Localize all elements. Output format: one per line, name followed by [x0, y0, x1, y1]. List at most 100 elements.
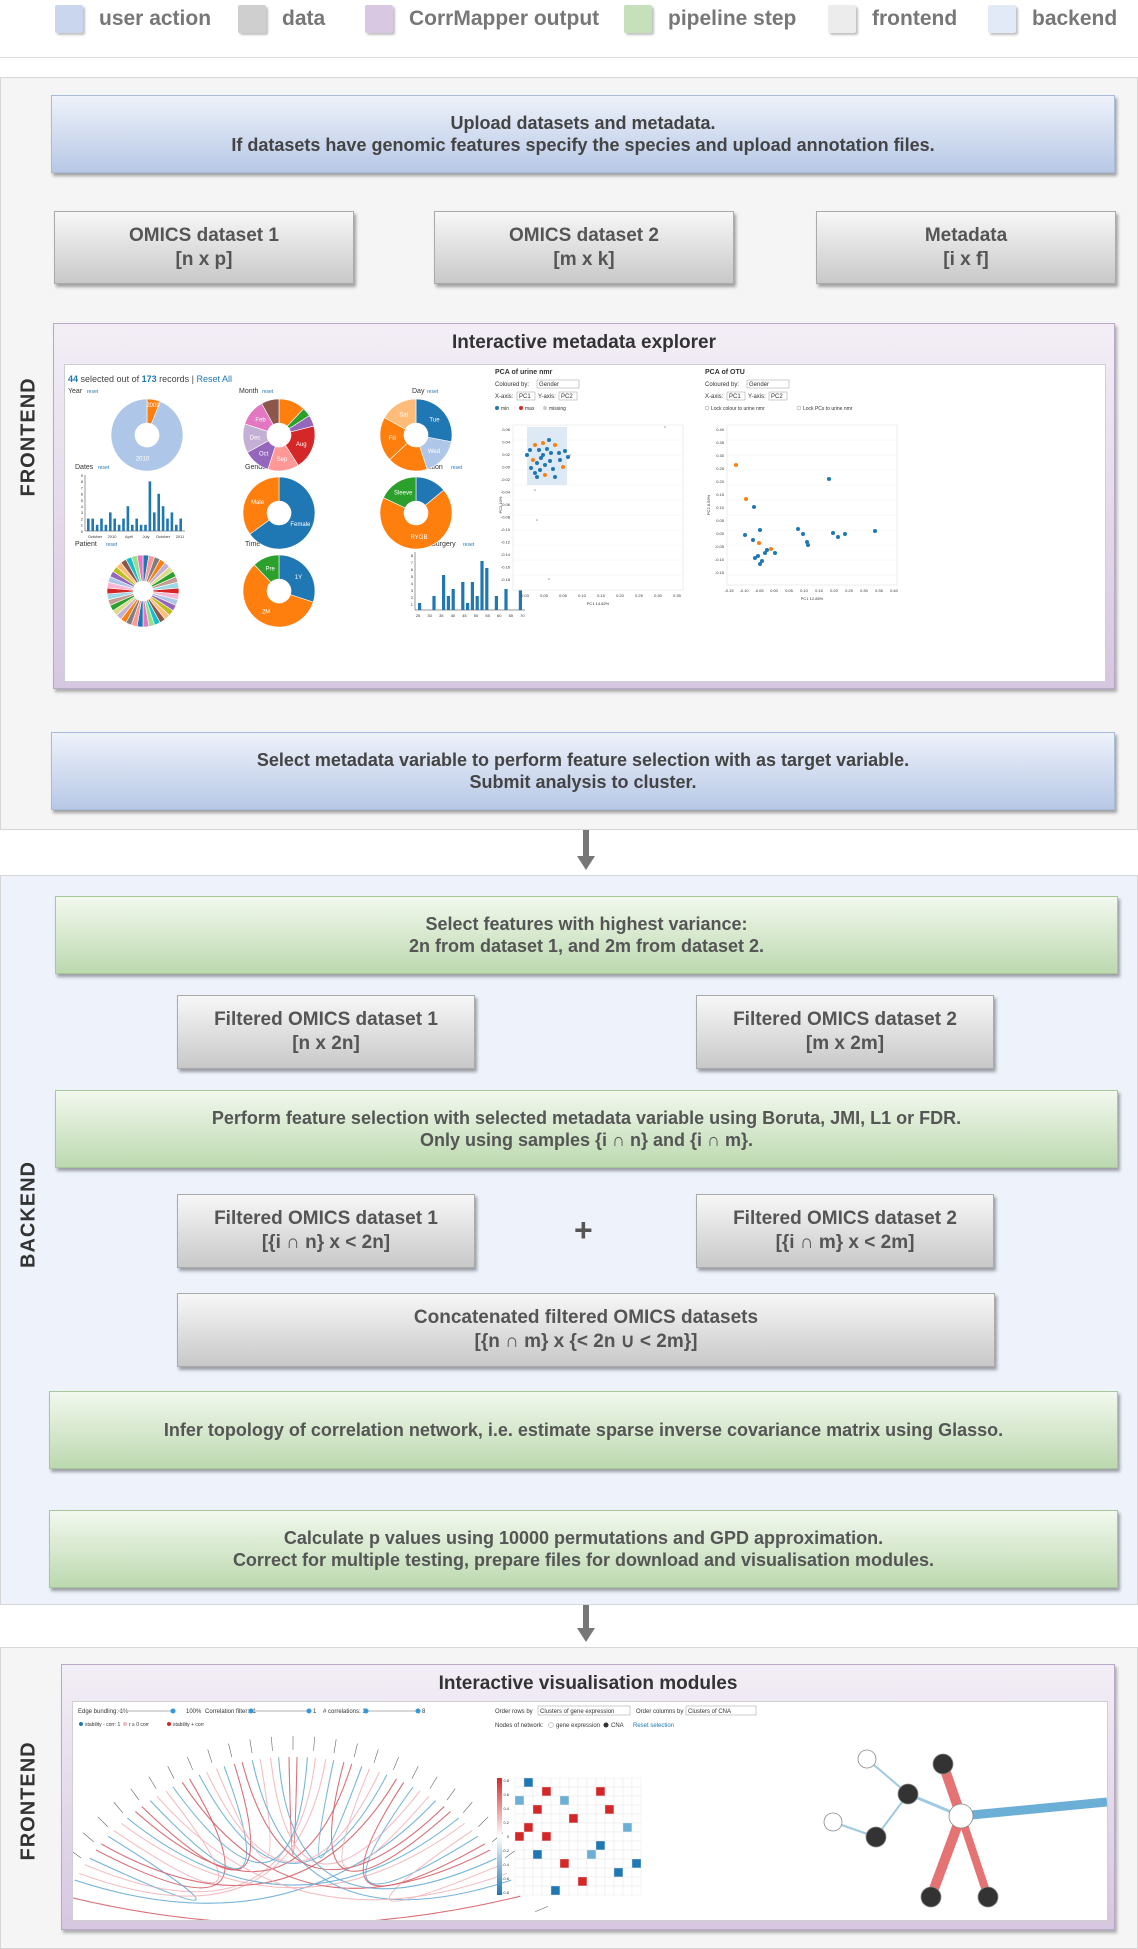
legend-swatch: [988, 5, 1016, 33]
heatmap-cell: [541, 1885, 552, 1896]
chart-reset-link[interactable]: reset: [451, 465, 463, 471]
coloured-by-select[interactable]: [536, 379, 580, 389]
dates-bar: [95, 524, 99, 531]
pca2-point: [758, 528, 762, 532]
tick-label: 0.40: [890, 588, 899, 593]
cna-node[interactable]: [897, 1783, 919, 1805]
heatmap-cell: [622, 1777, 633, 1788]
bundle-edge: [206, 1771, 380, 1863]
pca1-point-faded: [664, 426, 666, 428]
bundle-edge: [206, 1771, 380, 1863]
variance-line1: Select features with highest variance:: [425, 913, 748, 934]
x-axis-select[interactable]: [726, 391, 746, 401]
bundle-edge: [100, 1778, 397, 1886]
tick-label: 70: [520, 613, 525, 618]
select-meta-line2: Submit analysis to cluster.: [469, 772, 697, 792]
correlation-filter-slider-min[interactable]: [248, 1708, 254, 1714]
heatmap-cell: [622, 1786, 633, 1797]
tick-label: October: [156, 534, 171, 539]
heatmap-cell: [604, 1804, 615, 1815]
pca1-point: [533, 443, 537, 447]
heatmap-cell: [568, 1804, 579, 1815]
cna-node[interactable]: [865, 1826, 887, 1848]
tick-label: 0.05: [540, 593, 549, 598]
reset-selection-link[interactable]: Reset selection: [633, 1723, 674, 1729]
bundle-edge: [73, 1895, 521, 1920]
tick-label: 0.30: [860, 588, 869, 593]
heatmap-cell: [550, 1876, 561, 1887]
cna-node[interactable]: [977, 1886, 999, 1908]
coloured-by-value: Gender: [749, 382, 769, 388]
age-bar: [518, 589, 522, 610]
heatmap-cell: [550, 1804, 561, 1815]
coloured-by-select[interactable]: [746, 379, 790, 389]
node-tick: [187, 1756, 194, 1771]
cna-node[interactable]: [920, 1886, 942, 1908]
num-correlations-slider-max[interactable]: [415, 1708, 421, 1714]
heatmap-cell: [523, 1840, 534, 1851]
heatmap-cell: [568, 1840, 579, 1851]
gene-expression-node[interactable]: [823, 1812, 843, 1832]
chart-reset-link[interactable]: reset: [463, 542, 475, 548]
heatmap-cell: [631, 1831, 642, 1842]
y-axis-select[interactable]: [768, 391, 788, 401]
node-tick: [392, 1756, 399, 1771]
num-correlations-slider-min[interactable]: [363, 1708, 369, 1714]
lock-pcs-checkbox[interactable]: [796, 405, 802, 411]
network-edge: [957, 1814, 992, 1899]
tick-label: 40: [451, 613, 456, 618]
network-edge: [960, 1797, 1107, 1821]
gene-expression-node[interactable]: [948, 1803, 974, 1829]
chart-reset-link[interactable]: reset: [427, 389, 439, 395]
tick-label: 1: [81, 523, 84, 528]
heatmap-cell: [532, 1831, 543, 1842]
bundle-edge: [288, 1757, 298, 1855]
heatmap-cell: [550, 1831, 561, 1842]
bundle-edge: [318, 1760, 363, 1859]
tick-label: 0.00: [770, 588, 779, 593]
heatmap-cell: [622, 1840, 633, 1851]
pca2-point: [756, 554, 760, 558]
pie-label: 2M: [262, 609, 270, 615]
cna-node[interactable]: [932, 1753, 954, 1775]
heatmap-cell: [577, 1885, 588, 1896]
chart-reset-link[interactable]: reset: [106, 542, 118, 548]
heatmap-cell: [514, 1786, 525, 1797]
heatmap-cell: [622, 1858, 633, 1869]
reset-all-link[interactable]: Reset All: [196, 374, 233, 384]
gene-expression-node[interactable]: [857, 1749, 877, 1769]
pca1-point: [566, 455, 570, 459]
x-axis-select[interactable]: [516, 391, 536, 401]
heatmap-cell: [577, 1786, 588, 1797]
pca1-point: [553, 443, 557, 447]
filtered-intersect-1-box: Filtered OMICS dataset 1 [{i ∩ n} x < 2n…: [177, 1194, 475, 1268]
heatmap-cell: [541, 1867, 552, 1878]
tick-label: -0.10: [739, 588, 749, 593]
chart-title-gender: Gender: [245, 464, 269, 471]
correlation-filter-slider-max[interactable]: [306, 1708, 312, 1714]
heatmap-cell: [523, 1777, 534, 1788]
stability-legend-dot: [79, 1722, 83, 1726]
tick-label: 0.02: [502, 452, 511, 457]
heatmap-cell: [613, 1777, 624, 1788]
age-bar: [470, 582, 474, 610]
tick-label: 25: [416, 613, 421, 618]
dates-bar: [87, 518, 90, 531]
chart-reset-link[interactable]: reset: [98, 465, 110, 471]
order-columns-select[interactable]: [685, 1705, 757, 1716]
tick-label: 2011: [176, 534, 185, 539]
order-rows-select[interactable]: [537, 1705, 631, 1716]
tick-label: 0.06: [502, 427, 511, 432]
lock-colour-checkbox[interactable]: [704, 405, 710, 411]
chart-reset-link[interactable]: reset: [87, 389, 99, 395]
chart-reset-link[interactable]: reset: [262, 389, 274, 395]
edge-bundling-slider[interactable]: [170, 1708, 176, 1714]
tick-label: October: [88, 534, 103, 539]
y-axis-select[interactable]: [558, 391, 578, 401]
heatmap-cell: [595, 1813, 606, 1824]
heatmap-cell: [604, 1786, 615, 1797]
axis-label: PC1 12.85%: [801, 596, 824, 601]
legend-label: pipeline step: [668, 7, 797, 30]
bundle-edge: [73, 1895, 521, 1920]
bundle-edge: [135, 1763, 353, 1873]
